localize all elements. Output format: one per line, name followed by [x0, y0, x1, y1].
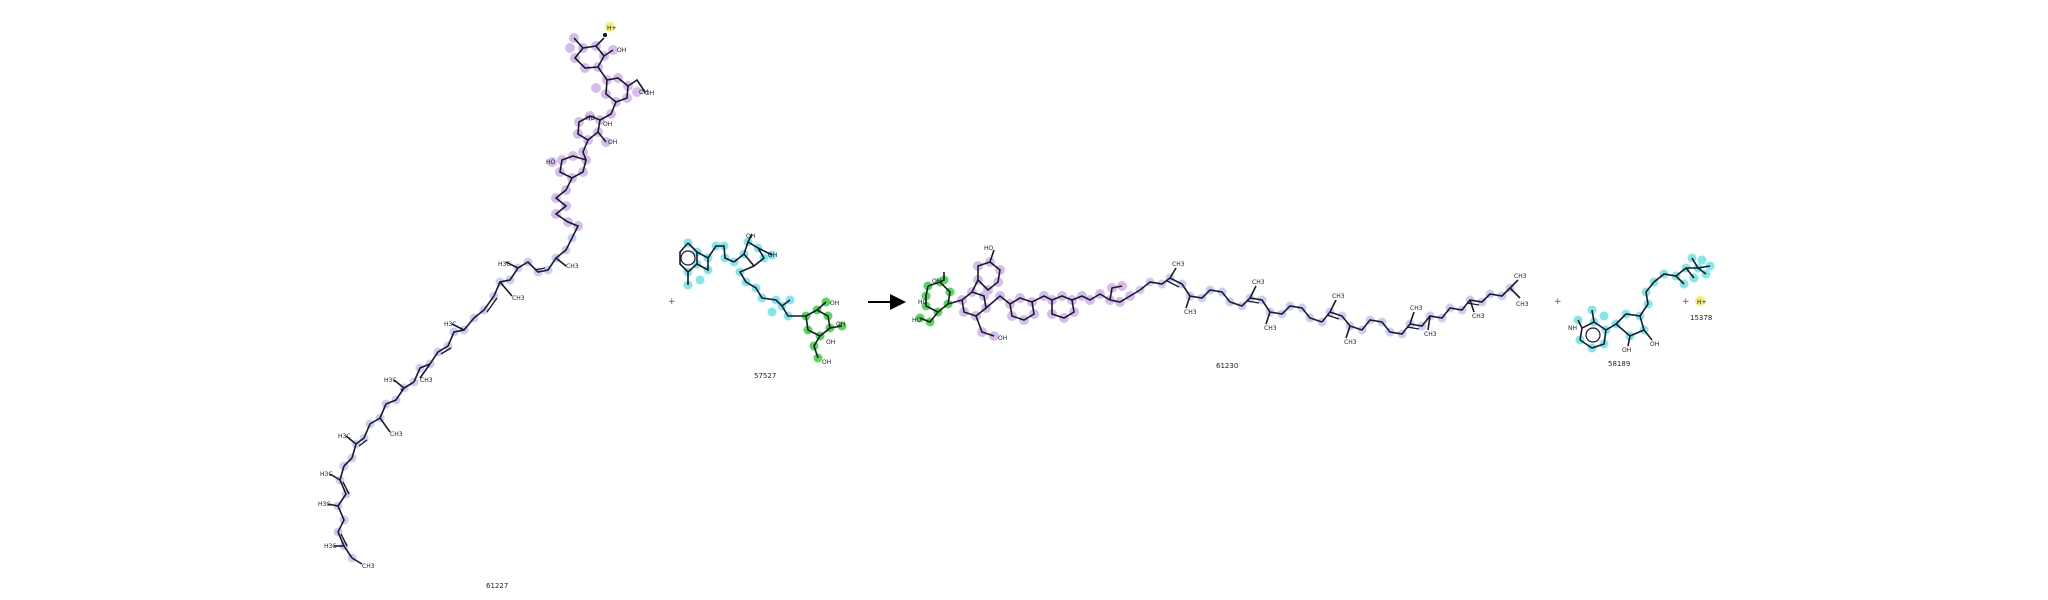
atom-label: HO	[912, 317, 922, 324]
compound-label-15378: 15378	[1690, 314, 1712, 322]
atom-label: OH	[998, 335, 1007, 342]
atom-label: CH3	[1264, 325, 1277, 332]
atom-label: OH	[608, 139, 617, 146]
atom-label: OH	[836, 321, 845, 328]
atom-label: HO	[586, 115, 596, 122]
atom-label: CH3	[1472, 313, 1485, 320]
molecule-57527: OH OH OH OH OH OH	[680, 233, 847, 366]
molecule-61230: OH HO HO OH HO CH3 CH3 CH3 CH3 CH3 CH3 C…	[912, 245, 1529, 346]
plus-sign: +	[1554, 297, 1562, 307]
compound-label-58189: 58189	[1608, 360, 1630, 368]
atom-label: OH	[617, 47, 626, 54]
atom-label-hplus: H+	[1697, 299, 1707, 306]
molecule-61227: H+ OH OH OH HO OH HO OH CH3 H3C CH3 H3C …	[318, 22, 654, 570]
atom-label: CH3	[1424, 331, 1437, 338]
atom-label: CH3	[1514, 273, 1527, 280]
atom-label-hplus: H+	[607, 25, 617, 32]
plus-sign: +	[668, 297, 676, 307]
atom-label: CH3	[1410, 305, 1423, 312]
compound-label-57527: 57527	[754, 372, 776, 380]
atom-label: CH3	[1516, 301, 1529, 308]
atom-label: H3C	[320, 471, 333, 478]
atom-label: H3C	[318, 501, 331, 508]
atom-label: OH	[932, 278, 941, 285]
compound-label-61230: 61230	[1216, 362, 1238, 370]
atom-label: H3C	[384, 377, 397, 384]
atom-label: OH	[826, 339, 835, 346]
atom-label: H3C	[324, 543, 337, 550]
atom-label: CH3	[1252, 279, 1265, 286]
atom-label: HO	[918, 299, 928, 306]
atom-label: HO	[984, 245, 994, 252]
molecule-15378: H+	[1695, 296, 1707, 306]
atom-label: CH3	[390, 431, 403, 438]
atom-label: CH3	[512, 295, 525, 302]
atom-label: CH3	[362, 563, 375, 570]
molecule-58189: NH OH OH	[1568, 254, 1715, 355]
plus-sign: +	[1682, 297, 1690, 307]
compound-label-61227: 61227	[486, 582, 508, 590]
atom-label: NH	[1568, 325, 1577, 332]
atom-label: CH3	[566, 263, 579, 270]
atom-label: OH	[746, 233, 755, 240]
molecule-61227-chain-highlight	[334, 234, 577, 563]
atom-label: OH	[822, 359, 831, 366]
atom-label: OH	[768, 252, 777, 259]
atom-label: OH	[830, 300, 839, 307]
atom-label: H3C	[444, 321, 457, 328]
atom-label: H3C	[498, 261, 511, 268]
atom-label: OH	[1622, 347, 1631, 354]
atom-label: CH3	[420, 377, 433, 384]
atom-label: CH3	[1344, 339, 1357, 346]
atom-label: CH3	[1332, 293, 1345, 300]
atom-label: OH	[603, 121, 612, 128]
atom-label: OH	[645, 90, 654, 97]
atom-label: OH	[1650, 341, 1659, 348]
atom-label: CH3	[1172, 261, 1185, 268]
atom-label: HO	[546, 159, 556, 166]
atom-label: H3C	[338, 433, 351, 440]
atom-label: CH3	[1184, 309, 1197, 316]
